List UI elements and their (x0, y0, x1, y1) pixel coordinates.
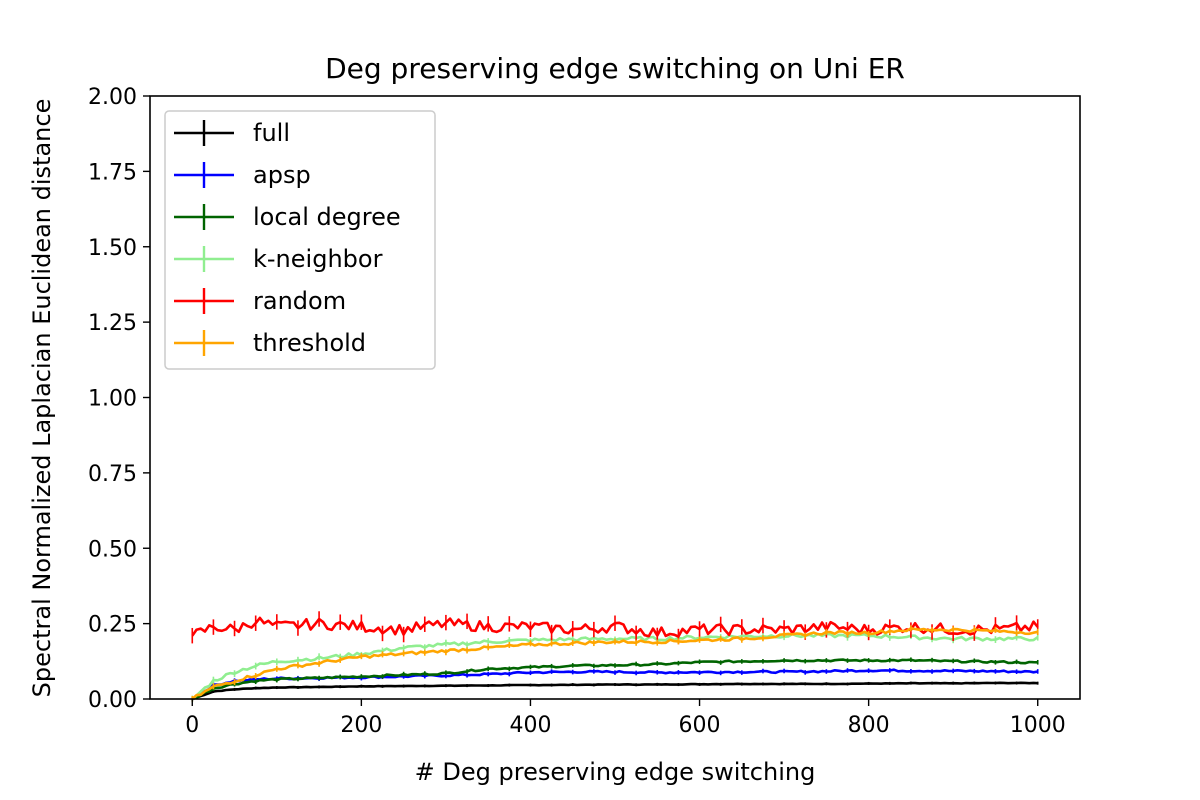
x-tick-label: 800 (848, 713, 890, 738)
x-tick-label: 1000 (1010, 713, 1066, 738)
legend-item-k-neighbor: k-neighbor (174, 245, 383, 273)
y-tick-label: 0.25 (88, 613, 137, 638)
y-tick-label: 1.25 (88, 311, 137, 336)
legend-item-apsp: apsp (174, 161, 311, 189)
x-tick-label: 600 (679, 713, 721, 738)
legend-item-random: random (174, 287, 346, 315)
legend-label: apsp (253, 161, 311, 189)
legend: full apsp local degree k-neighbor random thre… (164, 110, 436, 370)
plot-area (191, 611, 1039, 703)
legend-label: full (253, 119, 290, 147)
y-tick-label: 1.50 (88, 236, 137, 261)
legend-item-full: full (174, 119, 290, 147)
x-tick-label: 0 (185, 713, 199, 738)
y-tick-label: 1.75 (88, 160, 137, 185)
series-random (191, 611, 1039, 645)
x-tick-label: 200 (340, 713, 382, 738)
y-tick-label: 0.75 (88, 462, 137, 487)
x-tick-label: 400 (509, 713, 551, 738)
y-tick-label: 2.00 (88, 85, 137, 110)
x-axis: 0 200 400 600 800 1000 (185, 699, 1066, 738)
legend-item-local-degree: local degree (174, 203, 401, 231)
y-tick-label: 0.00 (88, 688, 137, 713)
series-local-degree (191, 657, 1039, 702)
legend-label: local degree (253, 203, 401, 231)
y-axis: 0.00 0.25 0.50 0.75 1.00 1.25 1.50 1.75 2.00 (88, 85, 150, 713)
legend-label: threshold (253, 329, 366, 357)
y-tick-label: 1.00 (88, 387, 137, 412)
chart-title: Deg preserving edge switching on Uni ER (325, 52, 905, 85)
series-threshold (191, 625, 1039, 703)
legend-label: k-neighbor (253, 245, 383, 273)
legend-label: random (253, 287, 346, 315)
legend-item-threshold: threshold (174, 329, 366, 357)
x-axis-title: # Deg preserving edge switching (415, 758, 816, 786)
series-full (191, 681, 1039, 701)
y-tick-label: 0.50 (88, 537, 137, 562)
y-axis-title: Spectral Normalized Laplacian Euclidean … (28, 99, 56, 698)
